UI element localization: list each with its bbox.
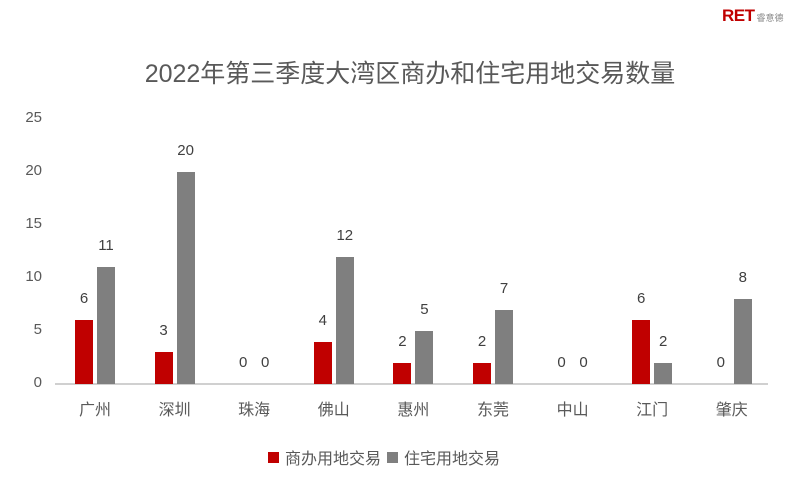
data-label: 11 [98, 237, 114, 255]
data-label: 8 [738, 269, 747, 287]
data-label: 0 [261, 354, 270, 371]
data-label: 6 [637, 290, 646, 308]
data-label: 20 [177, 142, 194, 159]
y-tick-label: 25 [25, 109, 42, 126]
bar-commercial [313, 341, 332, 384]
bar-residential [176, 172, 195, 384]
data-label: 4 [318, 311, 327, 329]
bar-residential [415, 331, 434, 384]
x-tick-label: 东莞 [476, 400, 509, 419]
data-label: 0 [239, 354, 248, 371]
y-tick-label: 10 [25, 268, 42, 285]
bar-residential [495, 309, 513, 384]
data-label: 0 [716, 354, 725, 371]
bar-commercial [473, 362, 491, 384]
legend-item-commercial: 商办用地交易 [268, 445, 381, 469]
legend: 商办用地交易 住宅用地交易 [268, 445, 506, 469]
legend-item-residential: 住宅用地交易 [387, 445, 500, 469]
legend-swatch-commercial [268, 451, 279, 463]
data-label: 5 [420, 301, 429, 318]
logo-text: RET [722, 6, 755, 25]
x-tick-label: 江门 [636, 400, 669, 419]
data-label: 0 [557, 354, 566, 371]
y-tick-label: 0 [33, 374, 42, 391]
data-label: 2 [398, 332, 407, 350]
bar-commercial [393, 362, 412, 384]
y-tick-label: 5 [33, 321, 42, 338]
bar-commercial [632, 320, 651, 384]
x-tick-label: 惠州 [397, 400, 430, 419]
brand-logo: RET 睿意德 [722, 6, 784, 26]
bar-residential [733, 299, 752, 384]
legend-label-commercial: 商办用地交易 [285, 449, 382, 468]
x-tick-label: 肇庆 [715, 400, 748, 419]
data-label: 7 [499, 279, 509, 297]
data-label: 12 [336, 226, 354, 244]
x-axis-line [55, 383, 768, 385]
y-tick-label: 15 [25, 215, 42, 232]
data-label: 3 [159, 322, 168, 340]
data-label: 2 [659, 332, 668, 350]
data-label: 0 [579, 354, 588, 371]
bar-commercial [154, 352, 173, 384]
chart-title: 2022年第三季度大湾区商办和住宅用地交易数量 [144, 60, 676, 88]
x-tick-label: 珠海 [238, 400, 271, 419]
data-label: 6 [79, 290, 89, 308]
legend-label-residential: 住宅用地交易 [404, 449, 501, 468]
bar-commercial [75, 320, 93, 384]
x-tick-label: 广州 [78, 400, 111, 419]
y-tick-label: 20 [25, 162, 42, 179]
bar-residential [654, 362, 673, 384]
bar-residential [97, 267, 115, 384]
x-tick-label: 深圳 [158, 400, 191, 419]
data-label: 2 [477, 332, 487, 350]
logo-subtext: 睿意德 [756, 14, 784, 24]
bar-residential [335, 256, 354, 384]
x-tick-label: 佛山 [317, 400, 350, 419]
x-tick-label: 中山 [556, 400, 589, 419]
legend-swatch-residential [387, 451, 399, 463]
